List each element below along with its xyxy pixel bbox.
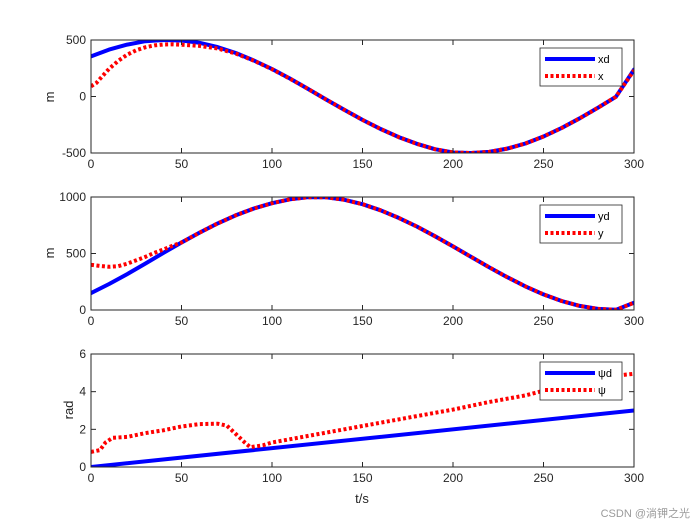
x-tick-label: 250 [533, 471, 553, 485]
legend-box [539, 361, 623, 401]
y-tick-label: 1000 [59, 190, 86, 204]
legend-label-ψd: ψd [598, 368, 612, 380]
y-tick-label: 500 [66, 33, 86, 47]
x-tick-label: 50 [175, 471, 189, 485]
x-tick-label: 150 [352, 471, 372, 485]
legend-box [539, 47, 623, 87]
y-axis-label-heading: rad [61, 401, 76, 420]
x-tick-label: 300 [624, 314, 644, 328]
series-line-ψ [91, 371, 634, 454]
x-tick-label: 300 [624, 157, 644, 171]
watermark: CSDN @淌钾之光 [601, 506, 690, 520]
subplot-y-position: 0 50 100 150 200 250 300 0 500 1000 m yd y [42, 190, 644, 328]
legend-heading: ψd ψ [539, 361, 623, 401]
x-tick-label: 50 [175, 314, 189, 328]
x-axis-label-time: t/s [355, 491, 369, 506]
series-group [91, 371, 634, 467]
x-tick-label: 0 [88, 157, 95, 171]
series-line-ψd [91, 408, 634, 467]
legend-label-y: y [598, 228, 604, 240]
y-axis-label-x: m [42, 92, 57, 103]
legend-x: xd x [539, 47, 623, 87]
y-tick-label: 0 [79, 460, 86, 474]
legend-label-ψ: ψ [598, 385, 606, 397]
y-tick-label: 0 [79, 90, 86, 104]
legend-label-yd: yd [598, 211, 610, 223]
series-group [91, 197, 634, 310]
y-tick-label: -500 [62, 146, 86, 160]
legend-box [539, 204, 623, 244]
x-tick-label: 100 [262, 471, 282, 485]
x-tick-label: 200 [443, 314, 463, 328]
legend-label-x: x [598, 71, 604, 83]
legend-y: yd y [539, 204, 623, 244]
x-tick-label: 100 [262, 157, 282, 171]
y-tick-label: 6 [79, 347, 86, 361]
x-tick-label: 0 [88, 471, 95, 485]
x-tick-label: 150 [352, 157, 372, 171]
x-tick-label: 150 [352, 314, 372, 328]
subplot-heading: 0 50 100 150 200 250 300 0 2 4 6 rad ψd ψ [61, 347, 644, 485]
x-tick-label: 200 [443, 157, 463, 171]
x-tick-label: 300 [624, 471, 644, 485]
x-tick-label: 200 [443, 471, 463, 485]
legend-label-xd: xd [598, 54, 610, 66]
y-tick-label: 4 [79, 385, 86, 399]
x-tick-label: 50 [175, 157, 189, 171]
y-tick-label: 0 [79, 303, 86, 317]
x-tick-label: 250 [533, 314, 553, 328]
y-tick-label: 2 [79, 422, 86, 436]
y-tick-label: 500 [66, 247, 86, 261]
x-tick-label: 250 [533, 157, 553, 171]
x-tick-label: 0 [88, 314, 95, 328]
y-axis-label-y: m [42, 248, 57, 259]
x-tick-label: 100 [262, 314, 282, 328]
